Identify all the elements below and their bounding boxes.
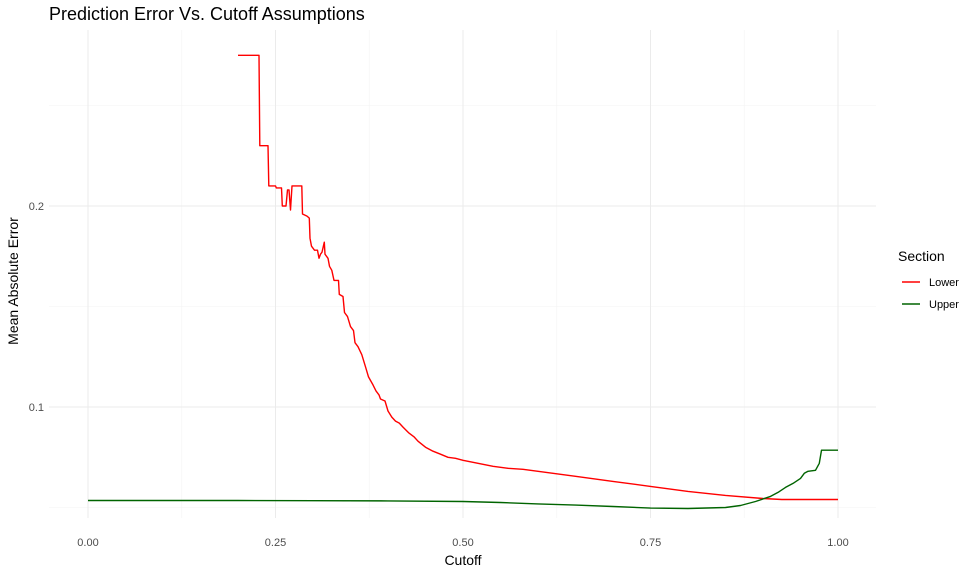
legend-label-upper: Upper	[929, 299, 959, 311]
grid	[49, 30, 876, 518]
y-tick-label: 0.2	[29, 201, 44, 213]
x-tick-label: 0.50	[452, 537, 473, 549]
series-line-lower	[238, 54, 838, 501]
legend-label-lower: Lower	[929, 277, 959, 289]
chart-title: Prediction Error Vs. Cutoff Assumptions	[49, 4, 365, 24]
y-axis-ticks: 0.1 0.2	[29, 201, 44, 414]
legend-title: Section	[898, 248, 945, 264]
x-axis-ticks: 0.00 0.25 0.50 0.75 1.00	[77, 537, 848, 549]
x-tick-label: 0.25	[265, 537, 286, 549]
x-tick-label: 0.75	[640, 537, 661, 549]
series-layer	[88, 54, 838, 510]
x-axis-title: Cutoff	[444, 552, 481, 568]
y-tick-label: 0.1	[29, 402, 44, 414]
x-tick-label: 1.00	[827, 537, 848, 549]
legend: Section Lower Upper	[898, 248, 959, 311]
x-tick-label: 0.00	[77, 537, 98, 549]
y-axis-title: Mean Absolute Error	[5, 217, 21, 345]
series-line-upper	[88, 449, 838, 510]
